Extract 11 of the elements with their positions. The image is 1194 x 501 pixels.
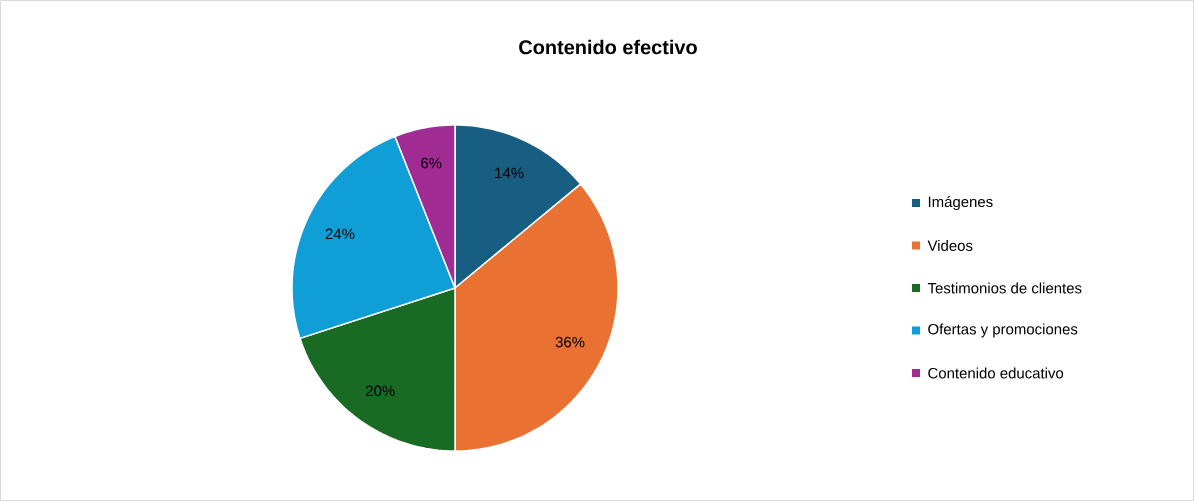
data-label: 6%: [421, 157, 442, 169]
legend-label: Testimonios de clientes: [927, 282, 1082, 294]
legend-label: Ofertas y promociones: [928, 323, 1078, 338]
legend-label: Imágenes: [928, 195, 993, 211]
chart-title: Contenido efectivo: [519, 39, 697, 55]
data-label: 36%: [555, 336, 585, 348]
legend-label: Videos: [927, 240, 973, 251]
data-label: 20%: [366, 385, 395, 397]
data-label: 24%: [325, 228, 355, 240]
data-label: 14%: [495, 167, 524, 179]
legend-label: Contenido educativo: [928, 367, 1064, 379]
